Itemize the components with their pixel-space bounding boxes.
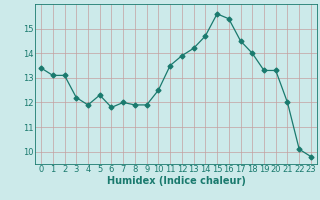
X-axis label: Humidex (Indice chaleur): Humidex (Indice chaleur) [107, 176, 245, 186]
